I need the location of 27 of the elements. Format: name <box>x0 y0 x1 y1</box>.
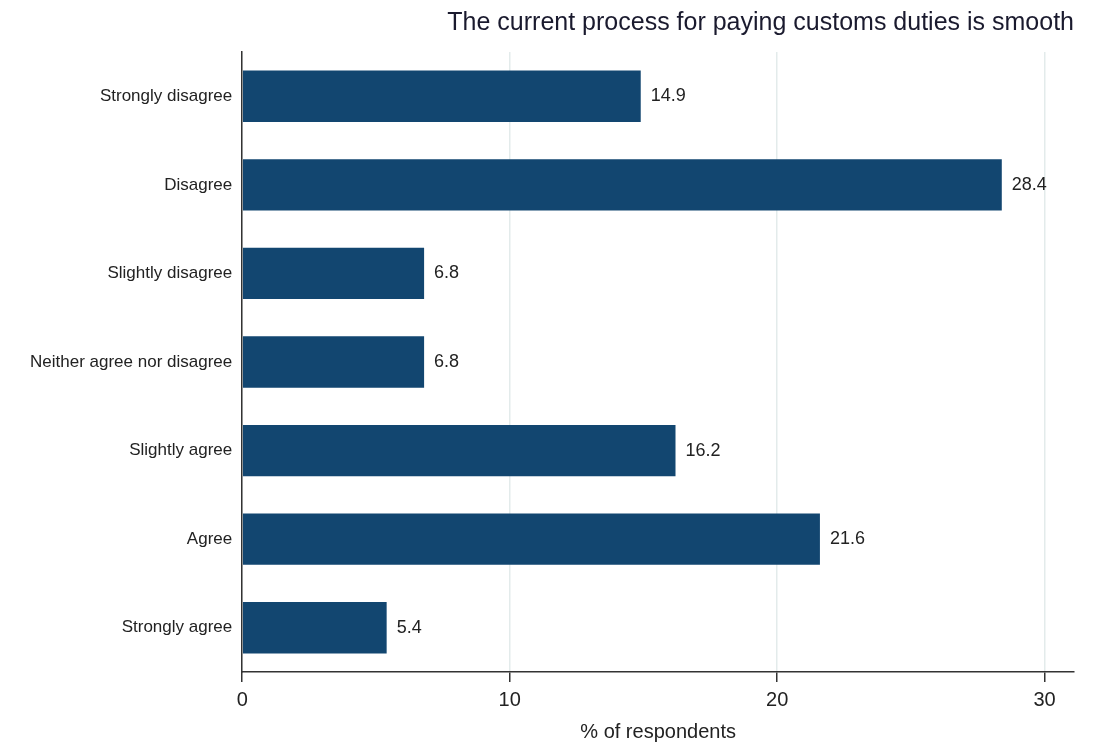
x-tick-label: 0 <box>236 687 248 710</box>
y-tick-label: Agree <box>186 528 233 548</box>
y-tick-label: Slightly disagree <box>107 263 233 283</box>
data-label: 6.8 <box>434 262 460 283</box>
y-tick-label: Slightly agree <box>129 440 233 460</box>
y-tick-label: Neither agree nor disagree <box>30 351 233 371</box>
bar <box>242 247 425 300</box>
y-tick-label: Strongly disagree <box>99 85 233 105</box>
bar <box>242 159 1002 211</box>
x-axis-title: % of respondents <box>580 719 736 742</box>
y-tick-label: Disagree <box>164 174 233 194</box>
x-tick-label: 10 <box>498 687 521 710</box>
data-label: 21.6 <box>829 528 865 549</box>
data-label: 28.4 <box>1011 173 1047 194</box>
data-label: 6.8 <box>434 350 460 371</box>
y-tick-label: Strongly agree <box>121 617 233 637</box>
x-tick-label: 20 <box>766 687 789 710</box>
data-label: 5.4 <box>396 616 422 637</box>
x-tick-label: 30 <box>1033 687 1056 710</box>
bar <box>242 424 676 477</box>
data-label: 14.9 <box>650 85 686 106</box>
bar <box>242 70 641 122</box>
chart-title: The current process for paying customs duties is smooth <box>447 6 1074 35</box>
data-label: 16.2 <box>685 439 721 460</box>
bar <box>242 336 425 388</box>
bar <box>242 602 387 654</box>
bar <box>242 513 820 565</box>
